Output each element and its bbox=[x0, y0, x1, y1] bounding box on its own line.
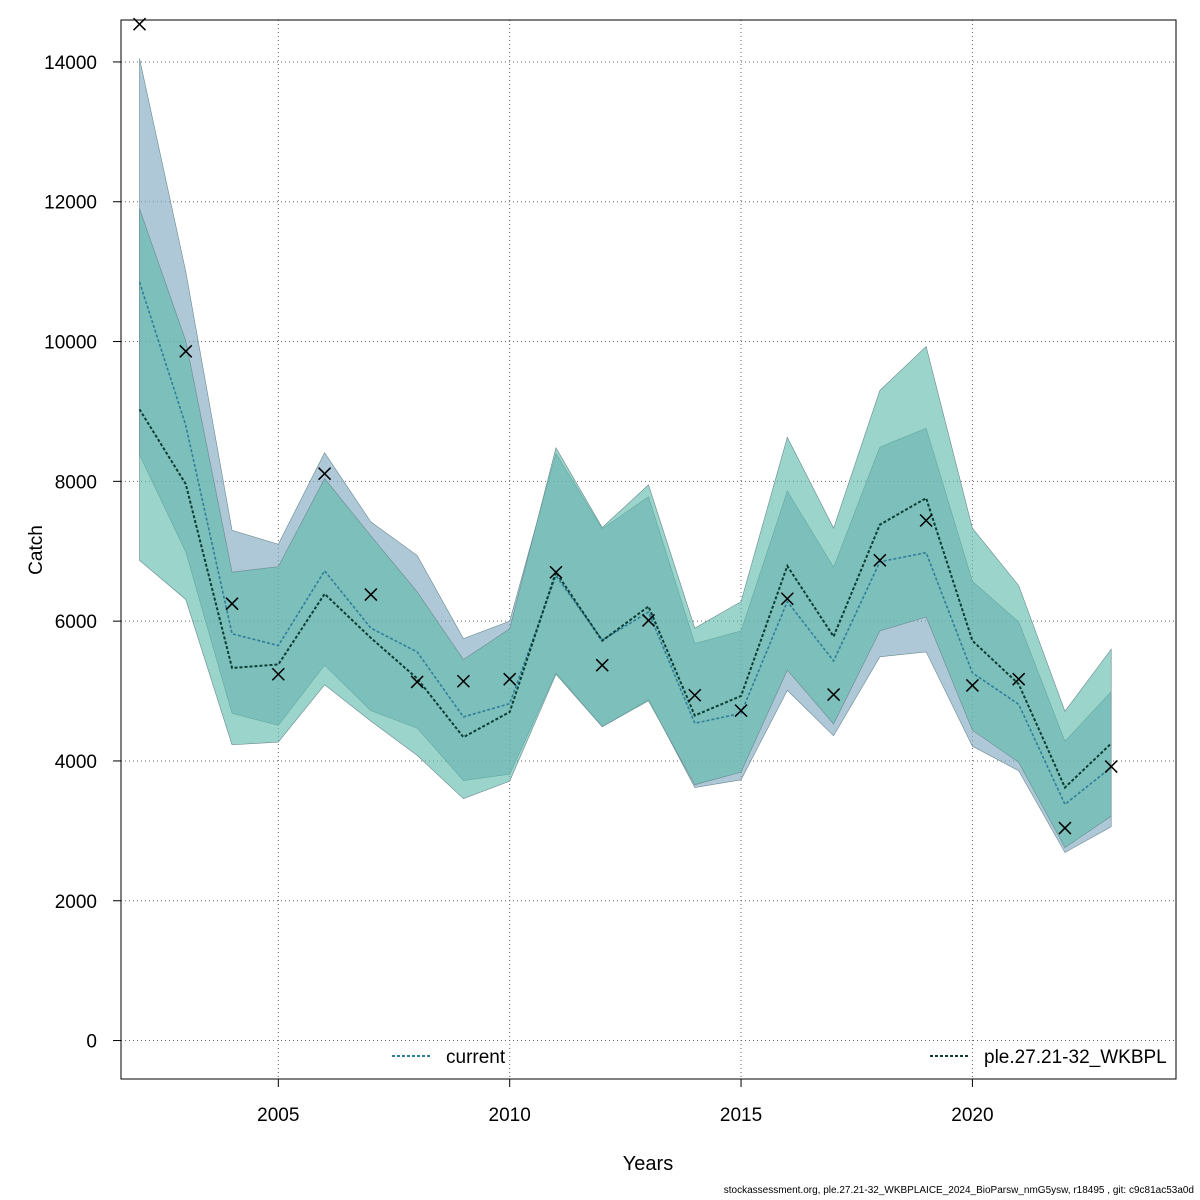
observed-point bbox=[827, 688, 841, 702]
observed-point-stroke bbox=[641, 613, 656, 627]
observed-point-stroke bbox=[318, 467, 332, 481]
legend: current ple.27.21-32_WKBPL bbox=[392, 1047, 1167, 1068]
estimate-lines bbox=[138, 281, 1112, 806]
footer-caption: stockassessment.org, ple.27.21-32_WKBPLA… bbox=[723, 1185, 1194, 1196]
observed-point bbox=[503, 672, 517, 686]
observed-point bbox=[225, 597, 239, 611]
observed-point-stroke bbox=[1104, 760, 1118, 774]
confidence-band-1 bbox=[139, 208, 1112, 849]
observed-point-stroke bbox=[827, 688, 841, 702]
grid bbox=[121, 20, 1176, 1079]
observed-point bbox=[1104, 760, 1118, 774]
y-tick-label: 14000 bbox=[44, 53, 97, 74]
y-tick-label: 12000 bbox=[44, 193, 97, 214]
observed-point bbox=[595, 658, 609, 672]
legend-label-current: current bbox=[446, 1047, 506, 1068]
observed-point bbox=[641, 613, 656, 627]
observed-point-stroke bbox=[225, 597, 239, 611]
x-tick-label: 2015 bbox=[720, 1105, 762, 1126]
observed-point-stroke bbox=[549, 565, 563, 579]
observed-point bbox=[688, 688, 702, 702]
observed-point-stroke bbox=[271, 667, 285, 681]
observed-point bbox=[179, 344, 193, 358]
observed-point bbox=[1012, 672, 1026, 686]
observed-point bbox=[919, 513, 933, 528]
observed-point bbox=[549, 565, 563, 579]
y-tick-label: 2000 bbox=[55, 892, 97, 913]
observed-point-stroke bbox=[595, 658, 609, 672]
y-tick-label: 8000 bbox=[55, 472, 97, 493]
observed-point bbox=[318, 467, 332, 481]
observed-point-stroke bbox=[1058, 821, 1072, 835]
observed-markers bbox=[132, 17, 1118, 835]
observed-point-stroke bbox=[873, 553, 887, 567]
observed-point bbox=[965, 678, 979, 692]
estimate-line-1 bbox=[138, 408, 1112, 790]
observed-point-stroke bbox=[364, 588, 378, 602]
plot-frame bbox=[120, 19, 1177, 1080]
observed-point-stroke bbox=[410, 675, 424, 689]
observed-point bbox=[780, 592, 794, 606]
y-tick-label: 0 bbox=[86, 1032, 97, 1053]
observed-point-stroke bbox=[503, 672, 517, 686]
x-tick-label: 2010 bbox=[489, 1105, 531, 1126]
observed-point-stroke bbox=[456, 674, 470, 688]
x-tick-label: 2005 bbox=[257, 1105, 299, 1126]
observed-point bbox=[734, 704, 748, 718]
observed-point-stroke bbox=[734, 704, 748, 718]
x-axis: 2005 2010 2015 2020 bbox=[257, 1079, 994, 1126]
observed-point-stroke bbox=[919, 513, 933, 528]
observed-point bbox=[873, 553, 887, 567]
y-tick-label: 10000 bbox=[44, 333, 97, 354]
observed-point-stroke bbox=[179, 344, 193, 358]
observed-point bbox=[1058, 821, 1072, 835]
observed-point-stroke bbox=[1012, 672, 1026, 686]
legend-label-wkbpl: ple.27.21-32_WKBPL bbox=[984, 1047, 1167, 1068]
observed-point-stroke bbox=[780, 592, 794, 606]
y-axis: 0 2000 4000 6000 8000 10000 12000 14000 bbox=[44, 53, 121, 1053]
observed-point bbox=[364, 588, 378, 602]
x-tick-label: 2020 bbox=[951, 1105, 993, 1126]
y-tick-label: 6000 bbox=[55, 612, 97, 633]
y-tick-label: 4000 bbox=[55, 752, 97, 773]
observed-point bbox=[456, 674, 470, 688]
x-axis-label: Years bbox=[623, 1153, 673, 1175]
observed-point-stroke bbox=[965, 678, 979, 692]
confidence-bands bbox=[139, 58, 1112, 853]
y-axis-label: Catch bbox=[26, 525, 47, 575]
estimate-line-0 bbox=[138, 281, 1112, 806]
observed-point bbox=[271, 667, 285, 681]
observed-point bbox=[410, 675, 424, 689]
observed-point-stroke bbox=[688, 688, 702, 702]
